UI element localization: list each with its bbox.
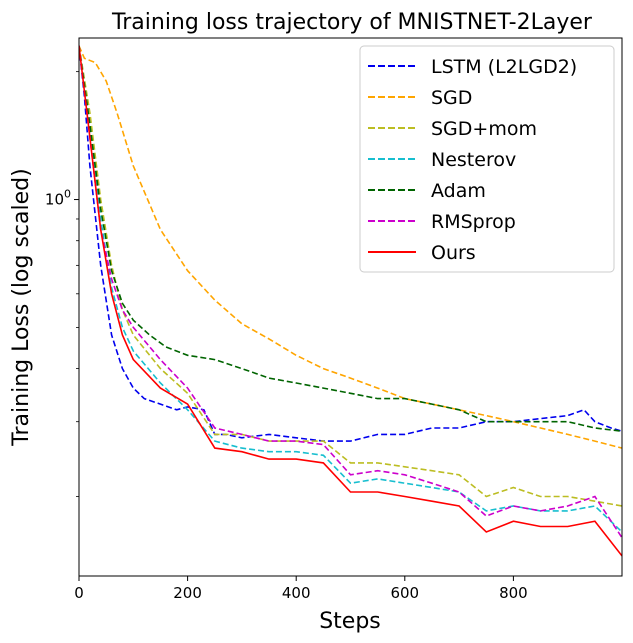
legend-label: RMSprop — [431, 211, 516, 233]
legend: LSTM (L2LGD2) SGD SGD+mom Nesterov Adam RMSpr… — [359, 45, 615, 273]
series-line-sgd — [79, 45, 622, 449]
series-line-rmsprop — [79, 45, 622, 539]
x-tick-label: 400 — [282, 584, 311, 602]
legend-label: Adam — [431, 180, 486, 202]
legend-label: Nesterov — [431, 149, 516, 171]
series-line-lstm-l2lgd2 — [79, 45, 622, 442]
legend-label: SGD — [431, 87, 472, 109]
y-axis-label: Training Loss (log scaled) — [9, 168, 34, 446]
legend-box — [359, 45, 615, 273]
series-line-ours — [79, 45, 622, 557]
axes-frame — [78, 37, 623, 577]
x-axis-label: Steps — [319, 609, 381, 634]
legend-label: LSTM (L2LGD2) — [431, 56, 577, 78]
series-line-adam — [79, 45, 622, 432]
x-tick-label: 600 — [390, 584, 419, 602]
legend-label: Ours — [431, 242, 476, 264]
y-tick-label: 100 — [45, 188, 71, 209]
legend-label: SGD+mom — [431, 118, 537, 140]
x-tick-label: 200 — [173, 584, 202, 602]
plot-area: 0 200 400 600 800 100 LSTM (L2LGD2) SGD SGD+mom N… — [45, 37, 623, 602]
chart-title: Training loss trajectory of MNISTNET-2La… — [111, 10, 593, 35]
x-tick-label: 0 — [74, 584, 84, 602]
series-group — [79, 45, 622, 557]
x-tick-label: 800 — [499, 584, 528, 602]
